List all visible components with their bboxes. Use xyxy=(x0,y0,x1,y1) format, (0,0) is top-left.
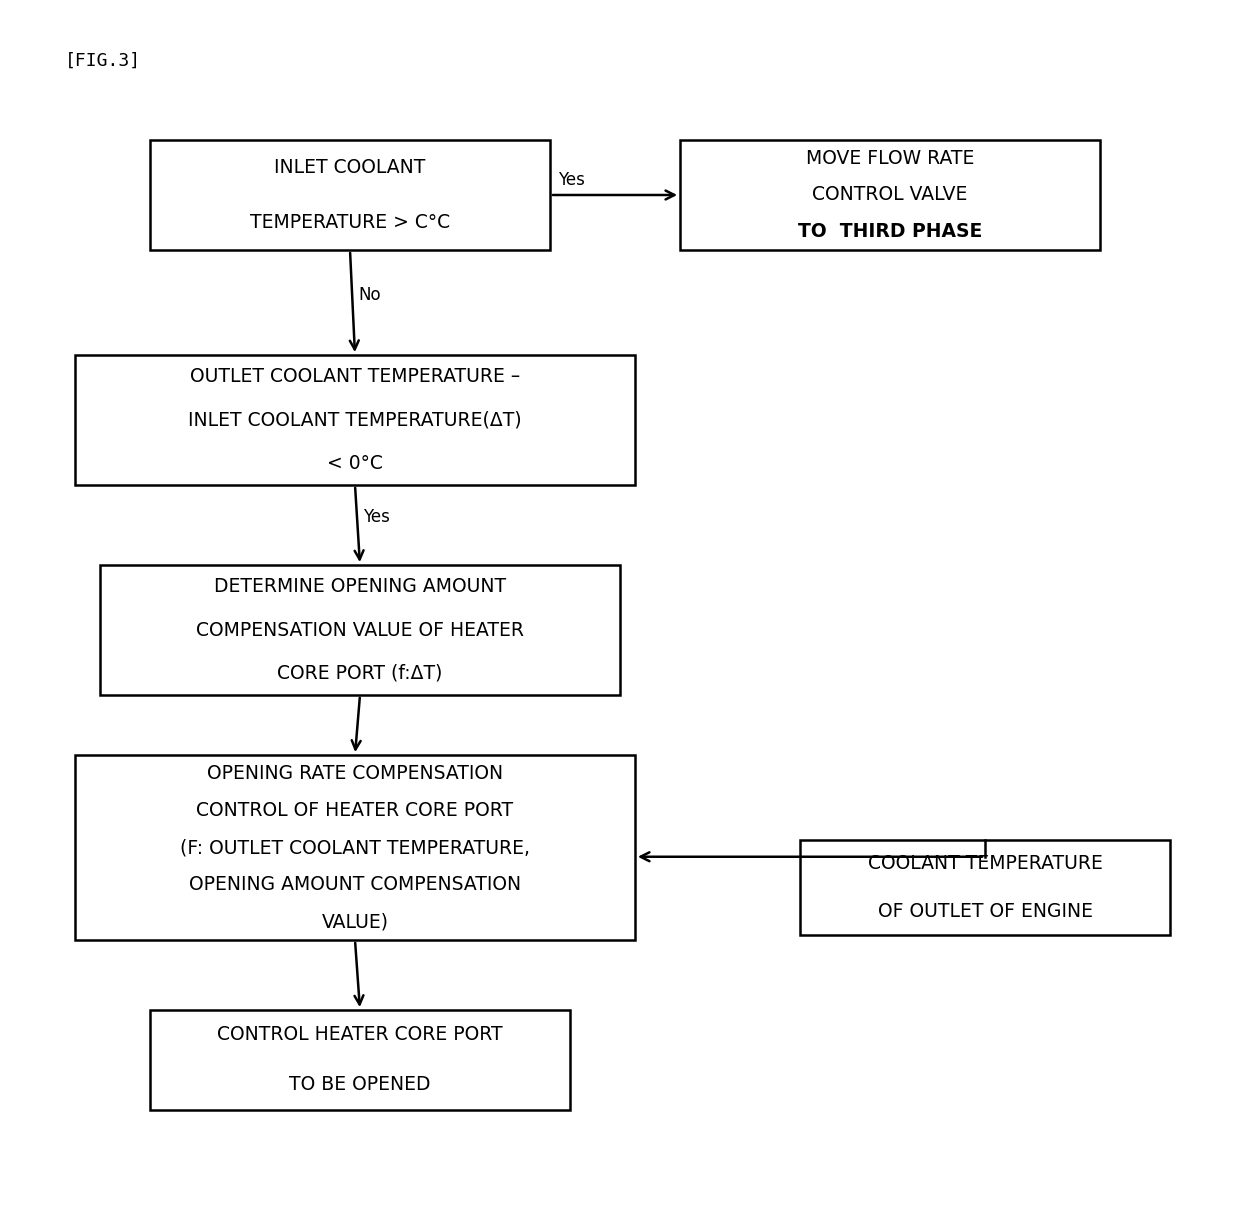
Text: TO  THIRD PHASE: TO THIRD PHASE xyxy=(797,223,982,241)
Text: (F: OUTLET COOLANT TEMPERATURE,: (F: OUTLET COOLANT TEMPERATURE, xyxy=(180,838,529,857)
Text: OF OUTLET OF ENGINE: OF OUTLET OF ENGINE xyxy=(878,901,1092,921)
Text: MOVE FLOW RATE: MOVE FLOW RATE xyxy=(806,149,975,168)
Text: CONTROL HEATER CORE PORT: CONTROL HEATER CORE PORT xyxy=(217,1026,502,1044)
Text: No: No xyxy=(358,285,381,303)
Text: TEMPERATURE > C°C: TEMPERATURE > C°C xyxy=(250,213,450,232)
Text: OUTLET COOLANT TEMPERATURE –: OUTLET COOLANT TEMPERATURE – xyxy=(190,367,520,386)
Text: CONTROL OF HEATER CORE PORT: CONTROL OF HEATER CORE PORT xyxy=(196,801,513,819)
Bar xyxy=(150,139,551,249)
Text: < 0°C: < 0°C xyxy=(327,454,383,473)
Text: CONTROL VALVE: CONTROL VALVE xyxy=(812,186,967,204)
Bar xyxy=(680,139,1100,249)
Bar xyxy=(100,565,620,695)
Text: OPENING AMOUNT COMPENSATION: OPENING AMOUNT COMPENSATION xyxy=(188,874,521,894)
Text: INLET COOLANT: INLET COOLANT xyxy=(274,158,425,177)
Text: INLET COOLANT TEMPERATURE(ΔT): INLET COOLANT TEMPERATURE(ΔT) xyxy=(188,411,522,429)
Bar xyxy=(74,755,635,940)
Text: DETERMINE OPENING AMOUNT: DETERMINE OPENING AMOUNT xyxy=(215,577,506,596)
Text: [FIG.3]: [FIG.3] xyxy=(64,53,141,70)
Text: TO BE OPENED: TO BE OPENED xyxy=(289,1075,430,1095)
Bar xyxy=(150,1010,570,1110)
Text: COMPENSATION VALUE OF HEATER: COMPENSATION VALUE OF HEATER xyxy=(196,620,525,640)
Bar xyxy=(74,355,635,486)
Text: CORE PORT (f:ΔT): CORE PORT (f:ΔT) xyxy=(278,664,443,682)
Text: Yes: Yes xyxy=(363,508,389,526)
Text: COOLANT TEMPERATURE: COOLANT TEMPERATURE xyxy=(868,854,1102,873)
Text: OPENING RATE COMPENSATION: OPENING RATE COMPENSATION xyxy=(207,764,503,783)
Text: VALUE): VALUE) xyxy=(321,912,388,931)
Text: Yes: Yes xyxy=(558,171,585,190)
Bar xyxy=(800,840,1171,936)
